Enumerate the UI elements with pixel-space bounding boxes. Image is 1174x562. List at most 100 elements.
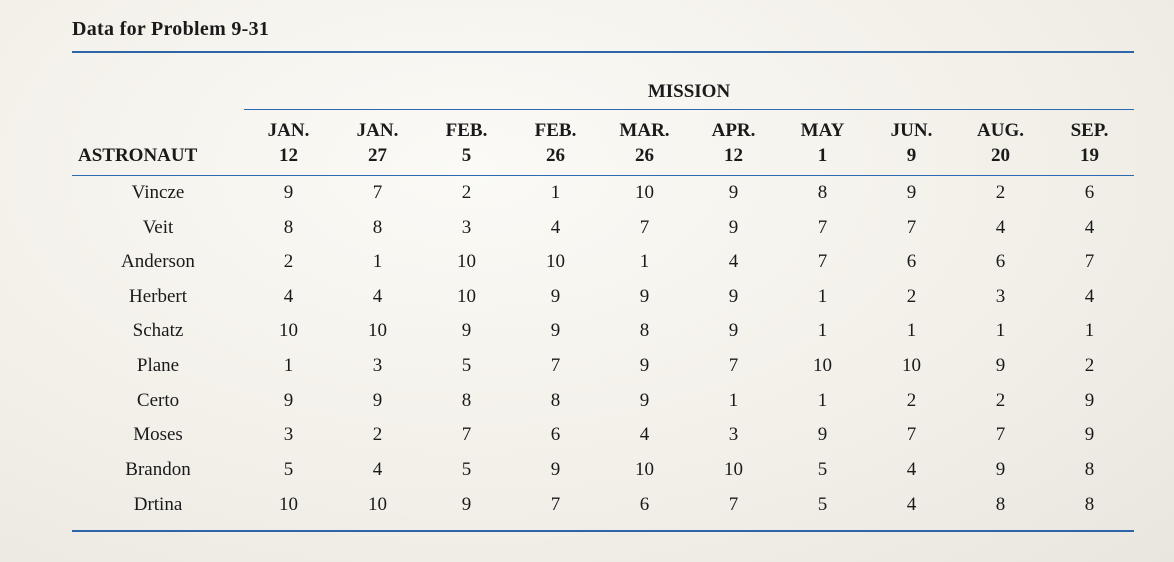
- table-row: Veit8834797744: [72, 210, 1134, 245]
- cell-value: 9: [600, 279, 689, 314]
- table-row: Certo9988911229: [72, 383, 1134, 418]
- astronaut-name: Drtina: [72, 487, 244, 526]
- column-header-day: 20: [962, 143, 1039, 169]
- cell-value: 4: [600, 418, 689, 453]
- cell-value: 8: [956, 487, 1045, 526]
- cell-value: 10: [867, 349, 956, 384]
- mission-rule: [244, 109, 1134, 110]
- cell-value: 3: [333, 349, 422, 384]
- astronaut-header: ASTRONAUT: [72, 118, 244, 176]
- cell-value: 10: [244, 314, 333, 349]
- cell-value: 1: [244, 349, 333, 384]
- cell-value: 7: [867, 210, 956, 245]
- cell-value: 3: [244, 418, 333, 453]
- column-header-day: 27: [339, 143, 416, 169]
- cell-value: 10: [600, 453, 689, 488]
- cell-value: 9: [689, 175, 778, 210]
- cell-value: 8: [600, 314, 689, 349]
- astronaut-name: Plane: [72, 349, 244, 384]
- cell-value: 4: [333, 453, 422, 488]
- top-rule: [72, 51, 1134, 53]
- cell-value: 1: [956, 314, 1045, 349]
- cell-value: 7: [778, 210, 867, 245]
- column-header-month: JAN.: [339, 118, 416, 144]
- cell-value: 9: [1045, 418, 1134, 453]
- column-header: JUN.9: [867, 118, 956, 176]
- column-header-day: 19: [1051, 143, 1128, 169]
- cell-value: 10: [778, 349, 867, 384]
- cell-value: 5: [422, 453, 511, 488]
- column-header-month: MAR.: [606, 118, 683, 144]
- table-row: Moses3276439779: [72, 418, 1134, 453]
- cell-value: 7: [956, 418, 1045, 453]
- cell-value: 10: [422, 245, 511, 280]
- cell-value: 5: [778, 487, 867, 526]
- mission-rule-spacer: [72, 109, 244, 118]
- cell-value: 9: [689, 314, 778, 349]
- table-row: Herbert44109991234: [72, 279, 1134, 314]
- column-header-month: FEB.: [428, 118, 505, 144]
- cell-value: 9: [956, 453, 1045, 488]
- astronaut-name: Anderson: [72, 245, 244, 280]
- cell-value: 2: [867, 279, 956, 314]
- cell-value: 4: [956, 210, 1045, 245]
- cell-value: 1: [778, 279, 867, 314]
- cell-value: 7: [600, 210, 689, 245]
- cell-value: 9: [422, 314, 511, 349]
- cell-value: 10: [333, 314, 422, 349]
- cell-value: 9: [600, 383, 689, 418]
- column-header-row: ASTRONAUT JAN.12JAN.27FEB.5FEB.26MAR.26A…: [72, 118, 1134, 176]
- cell-value: 5: [778, 453, 867, 488]
- cell-value: 4: [1045, 279, 1134, 314]
- table-body: Vincze97211098926Veit8834797744Anderson2…: [72, 175, 1134, 525]
- cell-value: 1: [778, 383, 867, 418]
- cell-value: 9: [600, 349, 689, 384]
- astronaut-name: Certo: [72, 383, 244, 418]
- cell-value: 7: [1045, 245, 1134, 280]
- cell-value: 7: [511, 487, 600, 526]
- column-header-day: 5: [428, 143, 505, 169]
- column-header: FEB.5: [422, 118, 511, 176]
- cell-value: 9: [333, 383, 422, 418]
- cell-value: 6: [956, 245, 1045, 280]
- cell-value: 2: [333, 418, 422, 453]
- page: Data for Problem 9-31 MISSION ASTRONAUT …: [0, 0, 1174, 562]
- cell-value: 9: [867, 175, 956, 210]
- cell-value: 9: [1045, 383, 1134, 418]
- cell-value: 8: [244, 210, 333, 245]
- cell-value: 8: [778, 175, 867, 210]
- cell-value: 8: [333, 210, 422, 245]
- cell-value: 5: [422, 349, 511, 384]
- column-header: JAN.27: [333, 118, 422, 176]
- cell-value: 9: [778, 418, 867, 453]
- cell-value: 9: [422, 487, 511, 526]
- cell-value: 7: [422, 418, 511, 453]
- cell-value: 10: [689, 453, 778, 488]
- column-header: FEB.26: [511, 118, 600, 176]
- column-header-month: JAN.: [250, 118, 327, 144]
- cell-value: 10: [600, 175, 689, 210]
- cell-value: 4: [689, 245, 778, 280]
- cell-value: 6: [1045, 175, 1134, 210]
- table-row: Plane135797101092: [72, 349, 1134, 384]
- bottom-rule: [72, 530, 1134, 532]
- cell-value: 1: [333, 245, 422, 280]
- table-row: Brandon545910105498: [72, 453, 1134, 488]
- mission-header-label: MISSION: [244, 75, 1134, 109]
- cell-value: 10: [511, 245, 600, 280]
- cell-value: 9: [511, 453, 600, 488]
- astronaut-name: Herbert: [72, 279, 244, 314]
- column-header: SEP.19: [1045, 118, 1134, 176]
- cell-value: 4: [511, 210, 600, 245]
- column-header-month: SEP.: [1051, 118, 1128, 144]
- cell-value: 7: [689, 487, 778, 526]
- cell-value: 4: [1045, 210, 1134, 245]
- cell-value: 7: [333, 175, 422, 210]
- column-header: MAY1: [778, 118, 867, 176]
- cell-value: 4: [867, 487, 956, 526]
- column-header-day: 12: [250, 143, 327, 169]
- cell-value: 1: [511, 175, 600, 210]
- table-title: Data for Problem 9-31: [72, 18, 1134, 41]
- cell-value: 1: [778, 314, 867, 349]
- astronaut-name: Moses: [72, 418, 244, 453]
